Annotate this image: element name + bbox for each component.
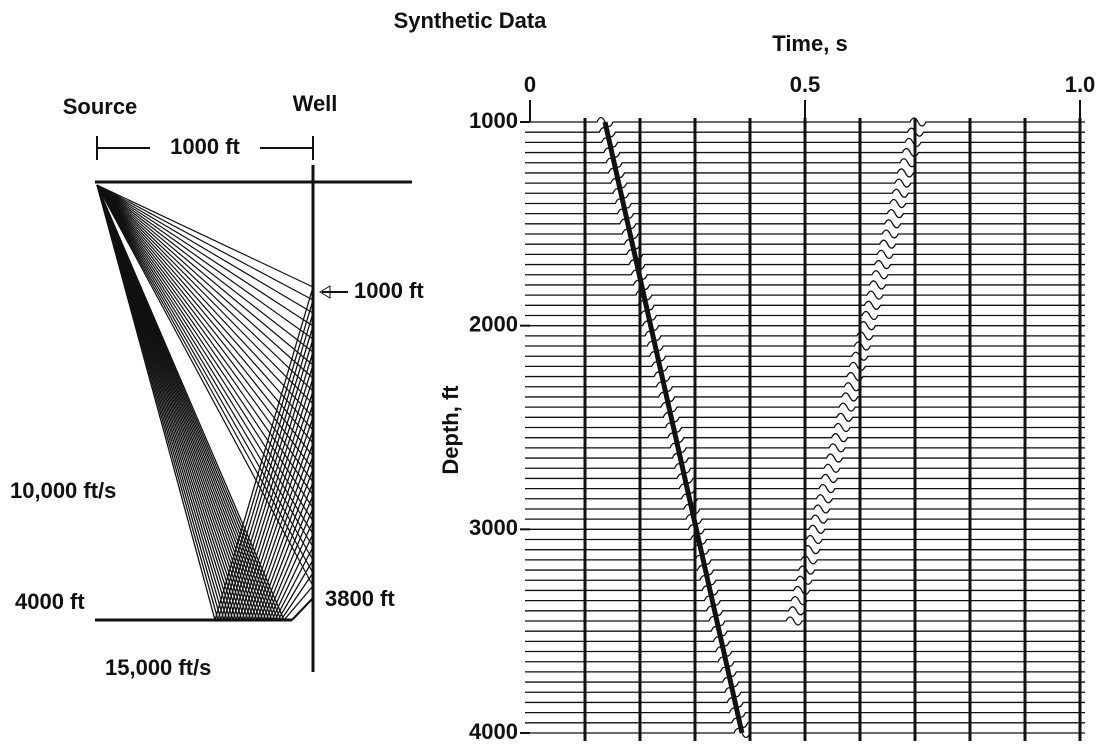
direct-ray (96, 184, 314, 379)
trace (525, 116, 1085, 128)
direct-ray (96, 184, 314, 587)
reflected-ray (96, 184, 314, 623)
direct-ray (96, 184, 314, 535)
direct-ray (96, 184, 314, 353)
direct-ray (96, 184, 314, 340)
interface-line (291, 597, 314, 621)
direct-ray (96, 184, 314, 457)
reflected-ray (96, 184, 314, 623)
direct-ray (96, 184, 314, 548)
direct-ray (96, 184, 314, 314)
direct-ray (96, 184, 314, 405)
figure-title: Synthetic Data (394, 8, 548, 33)
reflected-ray (96, 184, 314, 622)
source-label: Source (63, 94, 138, 119)
y-tick-label: 3000 (469, 515, 518, 540)
reflected-ray (96, 184, 314, 622)
interface-depth-label: 4000 ft (15, 589, 85, 614)
direct-ray (96, 184, 314, 444)
y-tick-label: 2000 (469, 311, 518, 336)
ray-diagram: Source Well 1000 ft 1000 ft 3800 ft 10,0… (10, 91, 424, 680)
well-label: Well (293, 91, 338, 116)
top-receiver-label: 1000 ft (354, 278, 424, 303)
lower-velocity-label: 15,000 ft/s (105, 655, 211, 680)
reflected-ray (96, 184, 314, 622)
y-axis-label: Depth, ft (438, 385, 463, 475)
reflected-ray (96, 184, 314, 622)
arrow-head (319, 285, 331, 299)
direct-ray (96, 184, 314, 431)
direct-ray (96, 184, 314, 327)
direct-ray (96, 184, 314, 366)
reflected-ray (96, 184, 314, 623)
reflected-ray (96, 184, 314, 622)
direct-ray (96, 184, 314, 301)
reflected-ray (96, 184, 314, 623)
bottom-receiver-label: 3800 ft (325, 586, 395, 611)
reflected-ray (96, 184, 314, 622)
y-tick-label: 4000 (469, 719, 518, 744)
rays (96, 184, 314, 623)
direct-ray (96, 184, 314, 483)
x-tick-label: 1.0 (1065, 72, 1096, 97)
offset-label: 1000 ft (170, 134, 240, 159)
direct-ray (96, 184, 314, 509)
direct-ray (96, 184, 314, 522)
direct-ray (96, 184, 314, 392)
direct-arrival (602, 121, 745, 734)
reflected-ray (96, 184, 314, 622)
reflected-ray (96, 184, 314, 623)
reflected-ray (96, 184, 314, 622)
direct-ray (96, 184, 314, 418)
direct-ray (96, 184, 314, 561)
x-tick-label: 0.5 (790, 72, 821, 97)
direct-ray (96, 184, 314, 288)
upper-velocity-label: 10,000 ft/s (10, 478, 116, 503)
y-tick-label: 1000 (469, 108, 518, 133)
reflected-ray (96, 184, 314, 622)
x-tick-label: 0 (524, 72, 536, 97)
reflected-ray (96, 184, 314, 623)
reflected-ray (96, 184, 314, 623)
direct-ray (96, 184, 314, 496)
direct-ray (96, 184, 314, 574)
reflected-ray (96, 184, 314, 622)
trace-plot: Time, s Depth, ft 0 0.5 1.0 1000 2000 3000 400… (438, 31, 1095, 744)
reflected-ray (96, 184, 314, 622)
reflected-ray (96, 184, 314, 622)
reflected-ray (96, 184, 314, 623)
x-axis-label: Time, s (772, 31, 847, 56)
reflected-ray (96, 184, 314, 623)
direct-ray (96, 184, 314, 470)
